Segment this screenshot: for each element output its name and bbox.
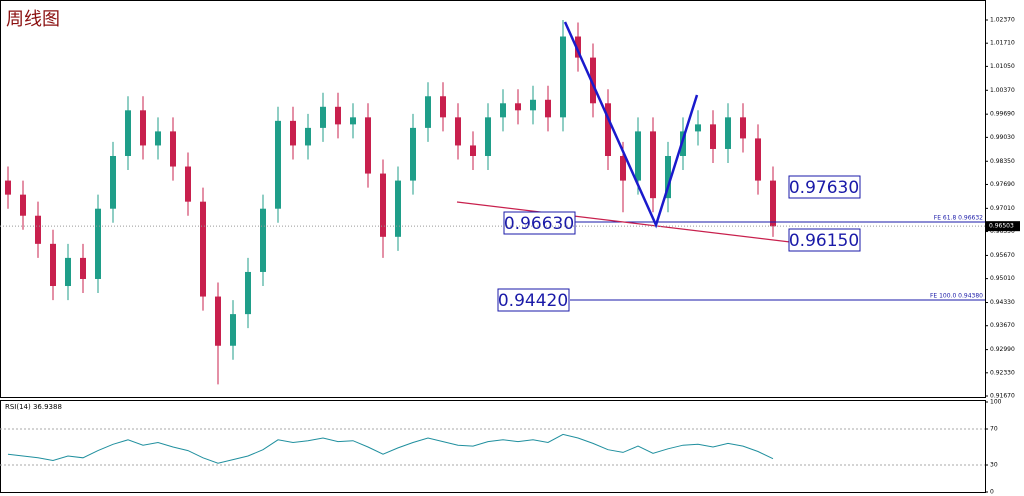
candle-body [170, 131, 176, 167]
fe-label: FE 61.8 0.96632 [934, 215, 983, 222]
candle-body [560, 36, 566, 118]
y-tick-label: 0.97010 [990, 205, 1015, 212]
annotation: 0.96150 [789, 231, 859, 251]
candle-body [140, 110, 146, 146]
y-tick-label: 0.99030 [990, 134, 1015, 141]
candle-body [515, 103, 521, 111]
rsi-tick-label: 0 [990, 489, 994, 496]
candle-body [680, 131, 686, 156]
candle-body [125, 110, 131, 156]
candle-body [455, 117, 461, 146]
candle-body [35, 215, 41, 244]
candle-body [290, 120, 296, 146]
candle-body [155, 131, 161, 146]
candle-body [530, 99, 536, 111]
candle-body [710, 124, 716, 149]
candle-body [365, 117, 371, 174]
y-tick-label: 0.97690 [990, 181, 1015, 188]
candle-body [20, 194, 26, 216]
candle-body [305, 127, 311, 146]
y-tick-label: 0.96350 [990, 228, 1015, 235]
candle-body [770, 180, 776, 227]
candle-body [740, 117, 746, 139]
candle-body [605, 103, 611, 156]
y-tick-label: 0.99690 [990, 111, 1015, 118]
rsi-tick-label: 100 [990, 399, 1002, 406]
candle-body [470, 145, 476, 156]
candle-body [440, 96, 446, 118]
candle-body [95, 208, 101, 279]
annotation: 0.97630 [789, 178, 859, 198]
candle-body [275, 120, 281, 209]
candle-body [380, 173, 386, 237]
candle-body [755, 138, 761, 181]
candle-body [335, 106, 341, 125]
label-box [788, 228, 861, 252]
y-tick-label: 0.92330 [990, 369, 1015, 376]
candle-body [575, 36, 581, 58]
y-tick-label: 1.02370 [990, 17, 1015, 24]
candle-body [320, 106, 326, 128]
rsi-tick-label: 70 [990, 426, 998, 433]
rsi-line [7, 433, 774, 464]
candle-body [395, 180, 401, 237]
candle-body [410, 127, 416, 181]
candle-body [620, 155, 626, 181]
current-price-box [986, 221, 1020, 232]
candle-body [230, 314, 236, 346]
candle-body [485, 117, 491, 156]
y-tick-label: 1.01710 [990, 40, 1015, 47]
candle-body [80, 257, 86, 279]
label-box [497, 288, 570, 312]
candle-body [65, 257, 71, 287]
annotation: 0.94420 [498, 291, 568, 311]
candle-body [545, 99, 551, 118]
candle-body [650, 131, 656, 199]
candle-body [350, 117, 356, 125]
y-tick-label: 1.00370 [990, 87, 1015, 94]
candle-body [500, 103, 506, 118]
y-tick-label: 0.98350 [990, 158, 1015, 165]
candle-body [590, 57, 596, 104]
label-box [503, 211, 576, 235]
support-trendline [456, 201, 841, 249]
candle-body [665, 155, 671, 199]
candle-body [50, 243, 56, 287]
candle-body [425, 96, 431, 128]
current-price-label: 0.96503 [989, 223, 1014, 230]
label-box [788, 175, 861, 199]
candle-body [185, 166, 191, 202]
annotation: 0.96630 [504, 214, 574, 234]
rsi-label: RSI(14) 36.9388 [5, 403, 62, 411]
pattern-line [563, 21, 699, 229]
candle-body [635, 131, 641, 181]
y-tick-label: 0.95010 [990, 275, 1015, 282]
y-tick-label: 1.01050 [990, 63, 1015, 70]
candle-body [110, 155, 116, 209]
candle-body [215, 296, 221, 346]
candle-body [245, 271, 251, 315]
rsi-tick-label: 30 [990, 462, 998, 469]
chart-title: 周线图 [6, 9, 60, 30]
candle-body [200, 201, 206, 297]
y-tick-label: 0.91670 [990, 393, 1015, 400]
main-panel [0, 0, 986, 398]
candle-body [695, 124, 701, 132]
candle-body [725, 117, 731, 149]
candle-body [5, 180, 11, 195]
fe-label: FE 100.0 0.94380 [930, 293, 983, 300]
y-tick-label: 0.92990 [990, 346, 1015, 353]
marks [5, 20, 776, 385]
candle-body [260, 208, 266, 272]
y-tick-label: 0.94330 [990, 299, 1015, 306]
y-tick-label: 0.93670 [990, 322, 1015, 329]
rsi-panel [0, 400, 986, 493]
y-tick-label: 0.95670 [990, 252, 1015, 259]
